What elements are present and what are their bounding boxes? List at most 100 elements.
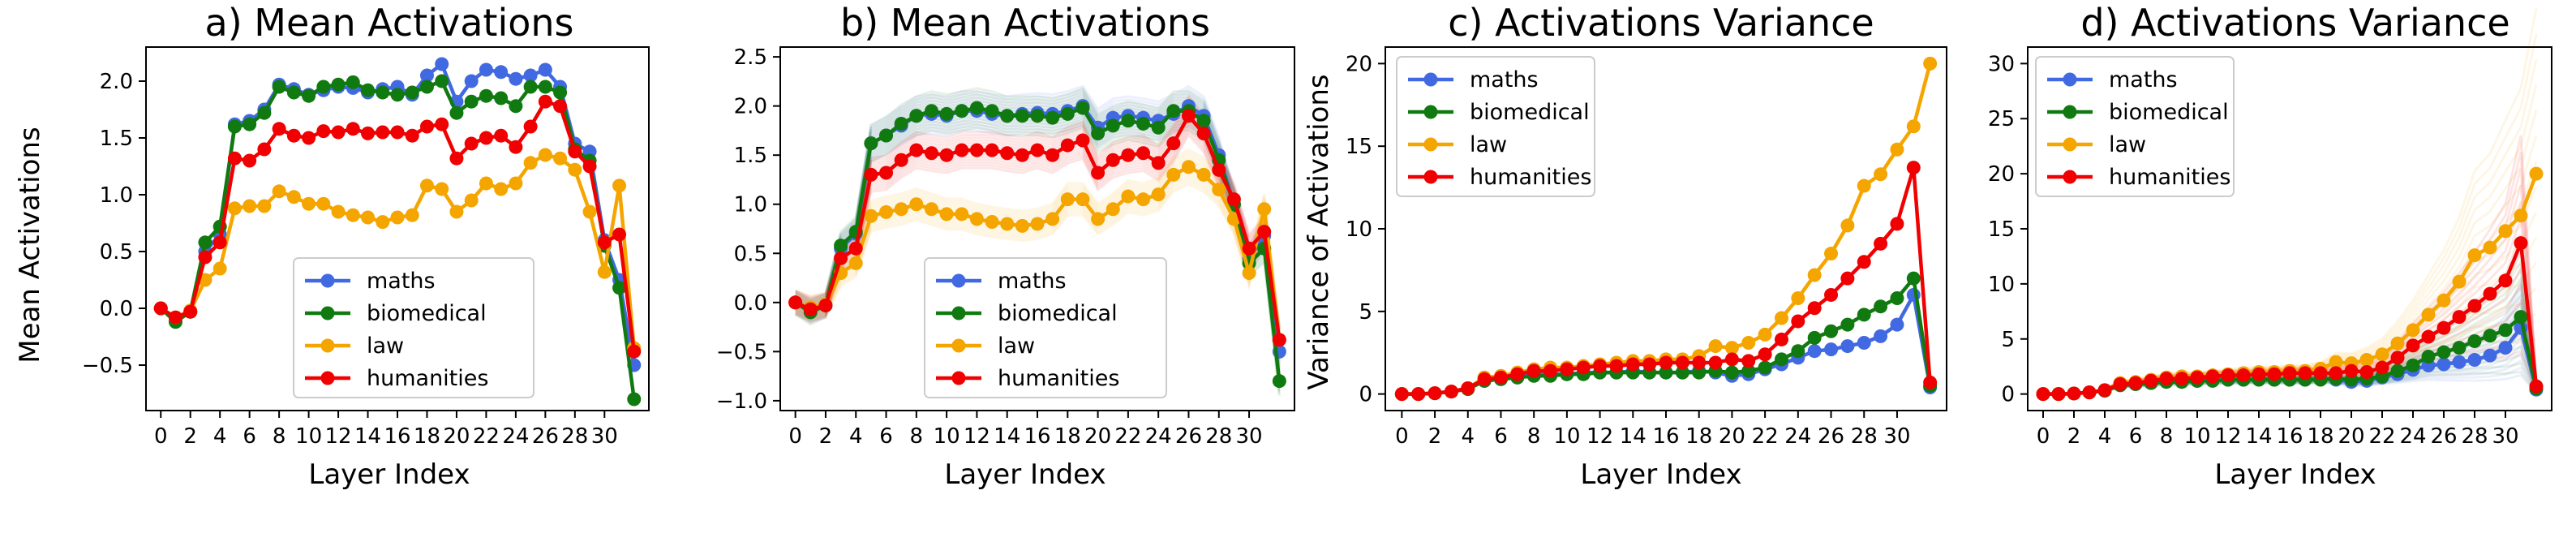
x-axis: 0 2 4 6 8 10 12 14 16 18 20 22 24 26 28 30: [154, 411, 618, 449]
x-tick-label: 4: [213, 424, 227, 449]
point-humanities-13: [346, 122, 360, 136]
point-maths-26: [1824, 342, 1839, 357]
panel-c-ylabel: Variance of Activations: [1303, 74, 1335, 389]
point-humanities-11: [316, 124, 331, 139]
point-maths-25: [523, 68, 538, 83]
point-law-20: [1724, 341, 1739, 355]
point-biomedical-19: [435, 74, 449, 88]
point-biomedical-8: [272, 80, 286, 94]
legend-marker: [2063, 170, 2077, 184]
x-tick-label: 2: [183, 424, 197, 449]
x-tick-label: 30: [591, 424, 618, 449]
point-humanities-28: [2467, 299, 2482, 313]
point-humanities-8: [272, 122, 286, 136]
point-humanities-3: [198, 250, 213, 265]
point-law-30: [597, 265, 612, 279]
point-humanities-16: [2282, 366, 2297, 381]
point-humanities-31: [2514, 236, 2528, 251]
point-law-21: [1106, 202, 1120, 217]
point-law-23: [1136, 192, 1151, 207]
point-law-15: [1015, 218, 1029, 233]
x-tick-label: 4: [2098, 424, 2112, 449]
legend-marker: [320, 338, 335, 353]
y-tick-label: 0.0: [734, 291, 767, 316]
point-humanities-9: [1543, 363, 1558, 378]
panel-c-title: c) Activations Variance: [1448, 1, 1874, 45]
point-humanities-9: [924, 146, 938, 161]
point-law-22: [1121, 189, 1136, 204]
point-humanities-4: [1461, 381, 1475, 396]
point-humanities-0: [153, 301, 168, 316]
x-tick-label: 22: [2368, 424, 2395, 449]
point-humanities-7: [1510, 367, 1525, 381]
sample-line-biomedical: [794, 87, 1281, 367]
point-humanities-20: [449, 151, 464, 166]
point-humanities-5: [227, 151, 242, 166]
point-humanities-11: [2205, 369, 2220, 384]
y-tick-label: 10: [1988, 273, 2015, 297]
point-humanities-6: [879, 166, 894, 180]
point-humanities-14: [361, 126, 376, 140]
point-humanities-4: [848, 241, 863, 256]
point-biomedical-21: [464, 94, 479, 109]
sample-line-maths: [794, 88, 1281, 341]
point-humanities-6: [2128, 376, 2143, 390]
point-humanities-8: [909, 143, 924, 157]
y-tick-label: 1.5: [734, 144, 767, 168]
point-biomedical-32: [627, 392, 642, 406]
x-tick-label: 26: [1818, 424, 1844, 449]
sample-line-law: [795, 151, 1281, 329]
panel-c-xlabel: Layer Index: [1580, 458, 1741, 491]
point-biomedical-27: [1196, 114, 1211, 128]
point-humanities-2: [183, 304, 198, 319]
point-law-26: [1181, 160, 1196, 174]
legend-label: biomedical: [2109, 100, 2229, 125]
point-biomedical-31: [2514, 310, 2528, 325]
legend: maths biomedical law humanities: [924, 257, 1167, 398]
point-humanities-32: [627, 344, 642, 359]
legend-entry-law: law: [305, 333, 404, 359]
point-humanities-0: [788, 295, 803, 310]
point-law-29: [582, 204, 597, 219]
point-humanities-22: [1758, 347, 1772, 362]
point-biomedical-7: [894, 116, 908, 131]
point-humanities-9: [286, 128, 301, 143]
point-humanities-15: [2267, 367, 2282, 381]
point-humanities-12: [1593, 359, 1608, 373]
x-tick-label: 8: [910, 424, 924, 449]
x-tick-label: 30: [1883, 424, 1910, 449]
point-biomedical-12: [969, 101, 984, 115]
point-biomedical-32: [1272, 374, 1286, 389]
legend-label: maths: [998, 269, 1067, 294]
x-tick-label: 14: [2245, 424, 2272, 449]
point-law-13: [985, 215, 999, 230]
point-law-25: [1807, 268, 1822, 282]
point-law-27: [1840, 218, 1855, 233]
point-law-4: [848, 256, 863, 270]
point-law-28: [1212, 183, 1226, 197]
point-humanities-17: [405, 128, 419, 143]
legend: maths biomedical law humanities: [293, 257, 535, 398]
x-tick-label: 18: [1685, 424, 1712, 449]
legend-label: law: [998, 333, 1035, 359]
point-humanities-32: [1272, 333, 1286, 347]
point-humanities-26: [1824, 287, 1839, 302]
point-law-32: [2529, 166, 2544, 181]
point-law-21: [1741, 336, 1756, 351]
x-tick-label: 16: [2276, 424, 2303, 449]
sample-line-humanities: [795, 130, 1281, 351]
legend-label: humanities: [367, 366, 488, 391]
point-humanities-17: [1675, 355, 1689, 370]
point-humanities-22: [479, 131, 493, 145]
point-law-11: [316, 196, 331, 211]
point-law-24: [509, 176, 523, 191]
point-biomedical-5: [864, 136, 878, 151]
point-law-15: [376, 215, 390, 230]
point-humanities-2: [818, 298, 833, 312]
x-tick-label: 20: [443, 424, 470, 449]
point-humanities-2: [2067, 386, 2081, 401]
y-tick-label: 15: [1346, 135, 1372, 159]
x-tick-label: 14: [354, 424, 381, 449]
point-biomedical-30: [2498, 323, 2513, 338]
sample-line-law: [795, 179, 1281, 351]
